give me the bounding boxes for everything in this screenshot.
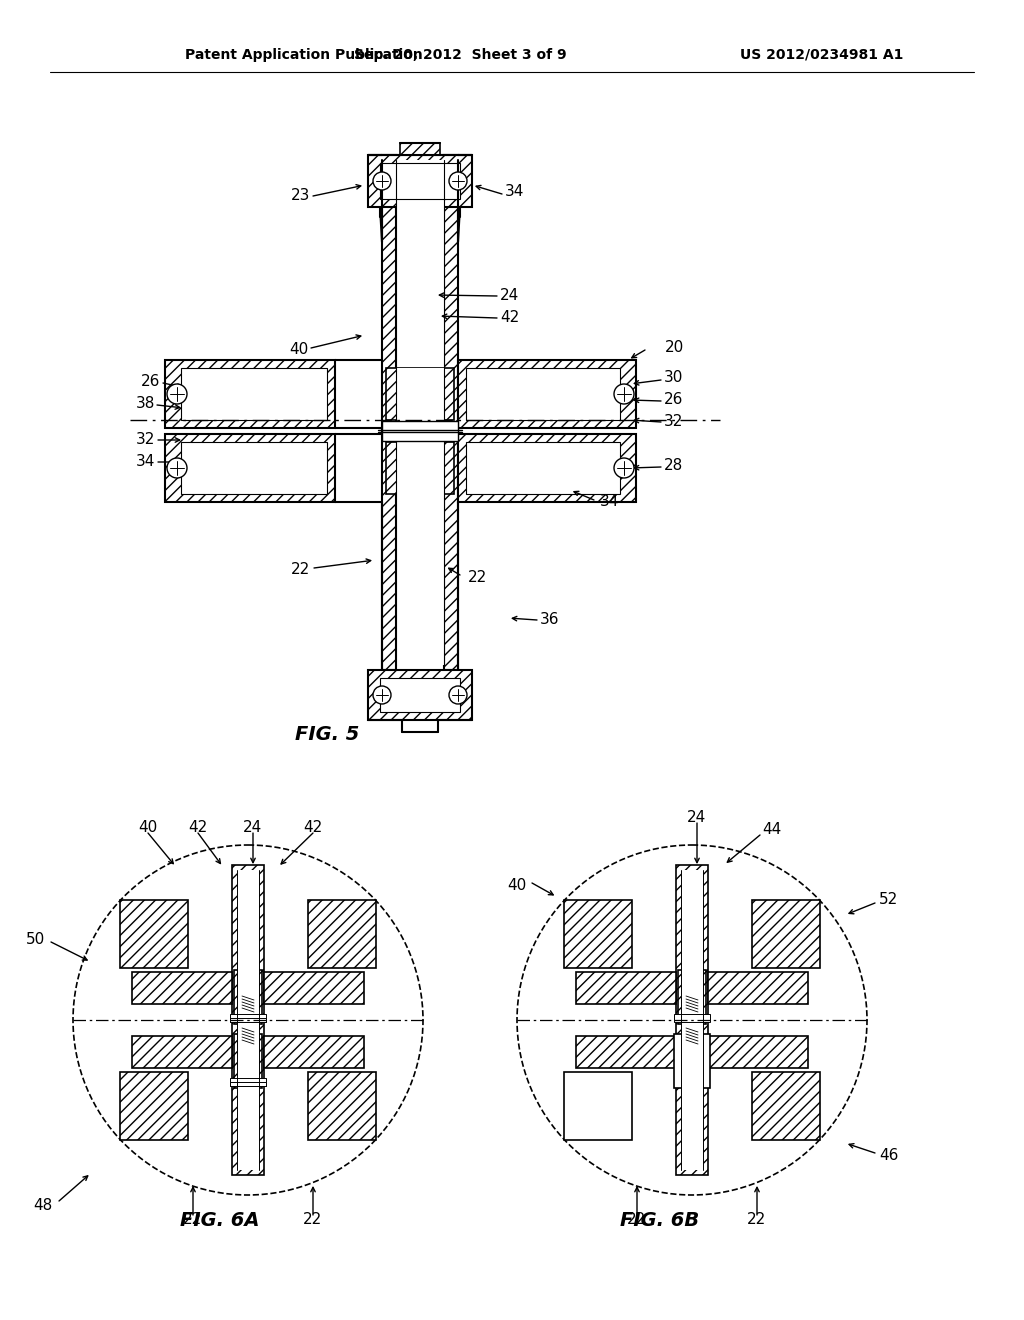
Bar (368, 671, 472, 719)
Bar (380, 162, 460, 199)
Text: 42: 42 (303, 820, 323, 834)
Bar (396, 160, 444, 665)
Text: 52: 52 (879, 892, 898, 908)
Circle shape (449, 172, 467, 190)
Text: 22: 22 (748, 1213, 767, 1228)
Bar (232, 865, 264, 1175)
Bar (564, 900, 632, 968)
Bar (382, 154, 396, 671)
Bar (466, 442, 620, 494)
Bar (308, 900, 376, 968)
Bar (230, 1078, 266, 1086)
Text: 30: 30 (664, 371, 683, 385)
Text: 38: 38 (135, 396, 155, 412)
Bar (264, 972, 364, 1005)
Text: FIG. 5: FIG. 5 (295, 726, 359, 744)
Bar (120, 1072, 188, 1140)
Bar (674, 1014, 710, 1022)
Circle shape (517, 845, 867, 1195)
Bar (308, 1072, 376, 1140)
Bar (380, 678, 460, 711)
Bar (386, 442, 454, 494)
Text: 24: 24 (244, 820, 262, 834)
Circle shape (73, 845, 423, 1195)
Bar (181, 368, 327, 420)
Circle shape (614, 384, 634, 404)
Bar (382, 421, 458, 441)
Text: 40: 40 (138, 820, 158, 834)
Text: 22: 22 (628, 1213, 646, 1228)
Bar (575, 1036, 676, 1068)
Bar (132, 972, 232, 1005)
Bar (708, 1036, 808, 1068)
Text: Sep. 20, 2012  Sheet 3 of 9: Sep. 20, 2012 Sheet 3 of 9 (353, 48, 566, 62)
Bar (708, 972, 808, 1005)
Bar (181, 442, 327, 494)
Circle shape (449, 686, 467, 704)
Bar (466, 368, 620, 420)
Text: 34: 34 (505, 185, 524, 199)
Bar (386, 368, 454, 420)
Text: 34: 34 (135, 454, 155, 470)
Circle shape (373, 172, 391, 190)
Bar (230, 1018, 266, 1022)
Bar (120, 900, 188, 968)
Text: 42: 42 (188, 820, 208, 834)
Text: 20: 20 (665, 341, 684, 355)
Text: 26: 26 (140, 375, 160, 389)
Text: 36: 36 (540, 612, 559, 627)
Text: 32: 32 (135, 433, 155, 447)
Text: 34: 34 (600, 495, 620, 510)
Bar (444, 154, 458, 671)
Bar (237, 870, 259, 1170)
Text: 50: 50 (26, 932, 45, 948)
Bar (458, 434, 636, 502)
Circle shape (167, 458, 187, 478)
Bar (681, 870, 703, 1170)
Bar (575, 972, 676, 1005)
Text: 22: 22 (468, 570, 487, 586)
Bar (264, 1036, 364, 1068)
Text: 40: 40 (508, 878, 527, 892)
Bar (678, 970, 706, 1024)
Text: 32: 32 (664, 414, 683, 429)
Text: 44: 44 (762, 822, 781, 837)
Text: FIG. 6A: FIG. 6A (180, 1210, 260, 1229)
Bar (564, 1072, 632, 1140)
Bar (234, 970, 262, 1024)
Text: US 2012/0234981 A1: US 2012/0234981 A1 (740, 48, 903, 62)
Text: 40: 40 (289, 342, 308, 358)
Text: Patent Application Publication: Patent Application Publication (185, 48, 423, 62)
Bar (458, 360, 636, 428)
Bar (368, 154, 472, 207)
Text: 24: 24 (500, 289, 519, 304)
Circle shape (614, 458, 634, 478)
Bar (400, 143, 440, 154)
Circle shape (373, 686, 391, 704)
Bar (676, 865, 708, 1175)
Text: 48: 48 (34, 1197, 53, 1213)
Text: 22: 22 (303, 1213, 323, 1228)
Text: 46: 46 (879, 1147, 898, 1163)
Text: 26: 26 (664, 392, 683, 408)
Text: 42: 42 (500, 310, 519, 326)
Bar (234, 1034, 262, 1088)
Bar (674, 1034, 710, 1088)
Bar (165, 434, 335, 502)
Text: 28: 28 (664, 458, 683, 474)
Bar (396, 442, 444, 496)
Bar (396, 368, 444, 422)
Text: 22: 22 (183, 1213, 203, 1228)
Text: FIG. 6B: FIG. 6B (621, 1210, 699, 1229)
Bar (165, 360, 335, 428)
Bar (230, 1014, 266, 1022)
Bar (132, 1036, 232, 1068)
Text: 22: 22 (291, 562, 310, 578)
Bar (752, 900, 820, 968)
Bar (752, 1072, 820, 1140)
Text: 23: 23 (291, 189, 310, 203)
Circle shape (167, 384, 187, 404)
Text: 24: 24 (687, 809, 707, 825)
Bar (230, 1082, 266, 1086)
